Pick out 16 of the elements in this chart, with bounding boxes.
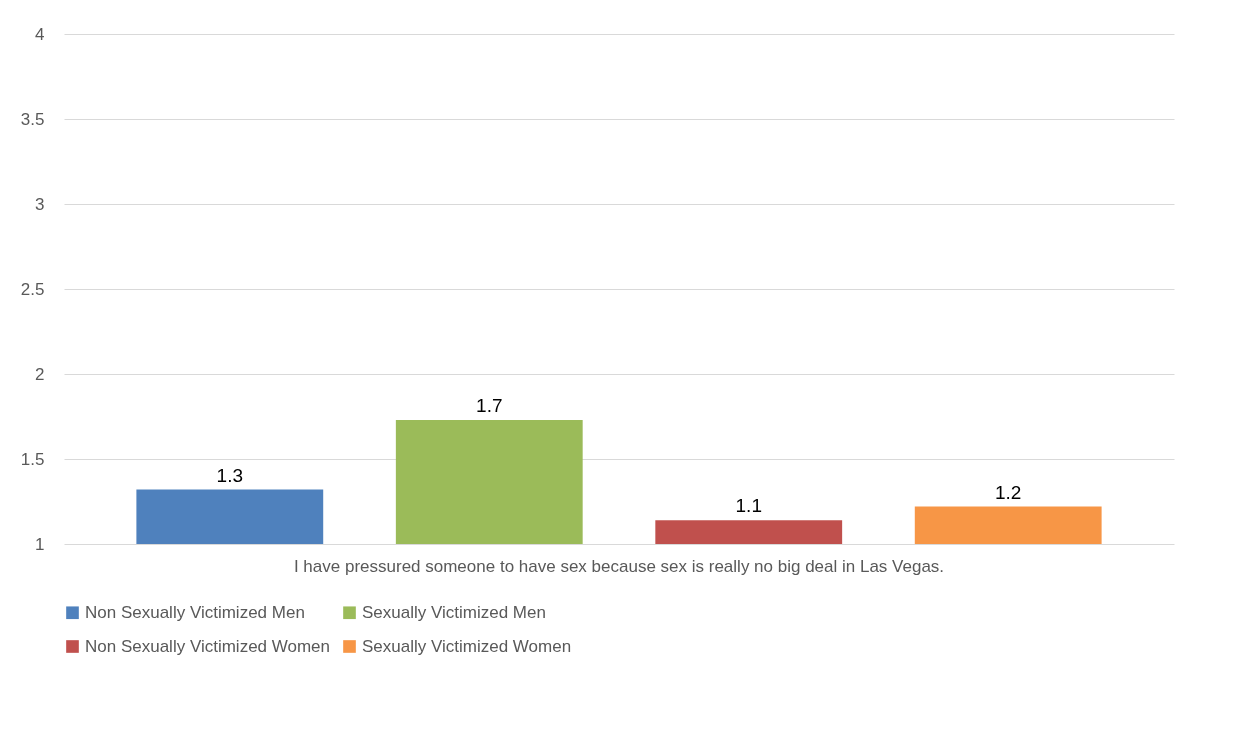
y-tick-label: 1.5: [20, 449, 45, 469]
data-label: 1.1: [735, 495, 762, 517]
data-label: 1.7: [476, 394, 503, 416]
data-label: 1.2: [994, 481, 1022, 503]
legend-label: Non Sexually Victimized Women: [85, 636, 331, 656]
y-tick-label: 2: [35, 364, 45, 384]
x-tick-label: I have pressured someone to have sex because sex is really no big deal in Las Vegas.: [293, 556, 945, 576]
legend-label: Sexually Victimized Men: [362, 602, 546, 622]
y-tick-label: 3.5: [20, 109, 45, 129]
y-tick-label: 4: [35, 24, 45, 44]
data-label: 1.3: [216, 464, 244, 486]
y-tick-label: 2.5: [20, 279, 45, 299]
y-tick-label: 3: [35, 194, 45, 214]
y-tick-label: 1: [35, 534, 45, 554]
legend-label: Sexually Victimized Women: [362, 636, 572, 656]
legend-label: Non Sexually Victimized Men: [85, 602, 305, 622]
